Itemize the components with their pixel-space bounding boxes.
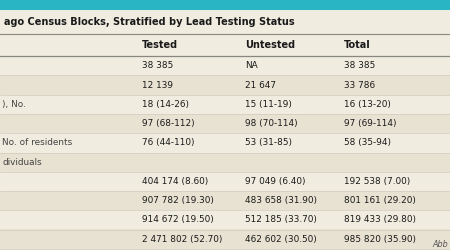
Text: Tested: Tested bbox=[142, 40, 178, 50]
Text: 512 185 (33.70): 512 185 (33.70) bbox=[245, 215, 317, 224]
Bar bbox=[0, 191, 450, 210]
Text: No. of residents: No. of residents bbox=[2, 138, 72, 147]
Text: 97 (69-114): 97 (69-114) bbox=[344, 119, 397, 128]
Text: Abb: Abb bbox=[432, 240, 448, 249]
Bar bbox=[0, 0, 450, 10]
Bar bbox=[0, 230, 450, 249]
Bar bbox=[0, 114, 450, 133]
Text: 462 602 (30.50): 462 602 (30.50) bbox=[245, 234, 317, 244]
Bar bbox=[0, 10, 450, 34]
Text: 483 658 (31.90): 483 658 (31.90) bbox=[245, 196, 317, 205]
Text: Untested: Untested bbox=[245, 40, 295, 50]
Bar bbox=[0, 76, 450, 95]
Text: 404 174 (8.60): 404 174 (8.60) bbox=[142, 177, 208, 186]
Text: 15 (11-19): 15 (11-19) bbox=[245, 100, 292, 109]
Text: ago Census Blocks, Stratified by Lead Testing Status: ago Census Blocks, Stratified by Lead Te… bbox=[4, 17, 295, 27]
Text: NA: NA bbox=[245, 61, 258, 70]
Text: 801 161 (29.20): 801 161 (29.20) bbox=[344, 196, 416, 205]
Text: 192 538 (7.00): 192 538 (7.00) bbox=[344, 177, 410, 186]
Text: 12 139: 12 139 bbox=[142, 80, 173, 90]
Text: 38 385: 38 385 bbox=[344, 61, 375, 70]
Bar bbox=[0, 133, 450, 152]
Text: ), No.: ), No. bbox=[2, 100, 26, 109]
Bar bbox=[0, 172, 450, 191]
Text: 76 (44-110): 76 (44-110) bbox=[142, 138, 194, 147]
Bar bbox=[0, 34, 450, 56]
Text: 38 385: 38 385 bbox=[142, 61, 173, 70]
Bar bbox=[0, 210, 450, 230]
Bar bbox=[0, 56, 450, 76]
Text: 16 (13-20): 16 (13-20) bbox=[344, 100, 391, 109]
Text: dividuals: dividuals bbox=[2, 158, 42, 166]
Text: 985 820 (35.90): 985 820 (35.90) bbox=[344, 234, 416, 244]
Text: 18 (14-26): 18 (14-26) bbox=[142, 100, 189, 109]
Text: 98 (70-114): 98 (70-114) bbox=[245, 119, 298, 128]
Text: 97 049 (6.40): 97 049 (6.40) bbox=[245, 177, 306, 186]
Text: 907 782 (19.30): 907 782 (19.30) bbox=[142, 196, 214, 205]
Text: 914 672 (19.50): 914 672 (19.50) bbox=[142, 215, 213, 224]
Text: 21 647: 21 647 bbox=[245, 80, 276, 90]
Text: 97 (68-112): 97 (68-112) bbox=[142, 119, 194, 128]
Text: Total: Total bbox=[344, 40, 371, 50]
Text: 53 (31-85): 53 (31-85) bbox=[245, 138, 292, 147]
Text: 58 (35-94): 58 (35-94) bbox=[344, 138, 391, 147]
Bar bbox=[0, 95, 450, 114]
Text: 33 786: 33 786 bbox=[344, 80, 375, 90]
Bar bbox=[0, 152, 450, 172]
Text: 2 471 802 (52.70): 2 471 802 (52.70) bbox=[142, 234, 222, 244]
Text: 819 433 (29.80): 819 433 (29.80) bbox=[344, 215, 416, 224]
